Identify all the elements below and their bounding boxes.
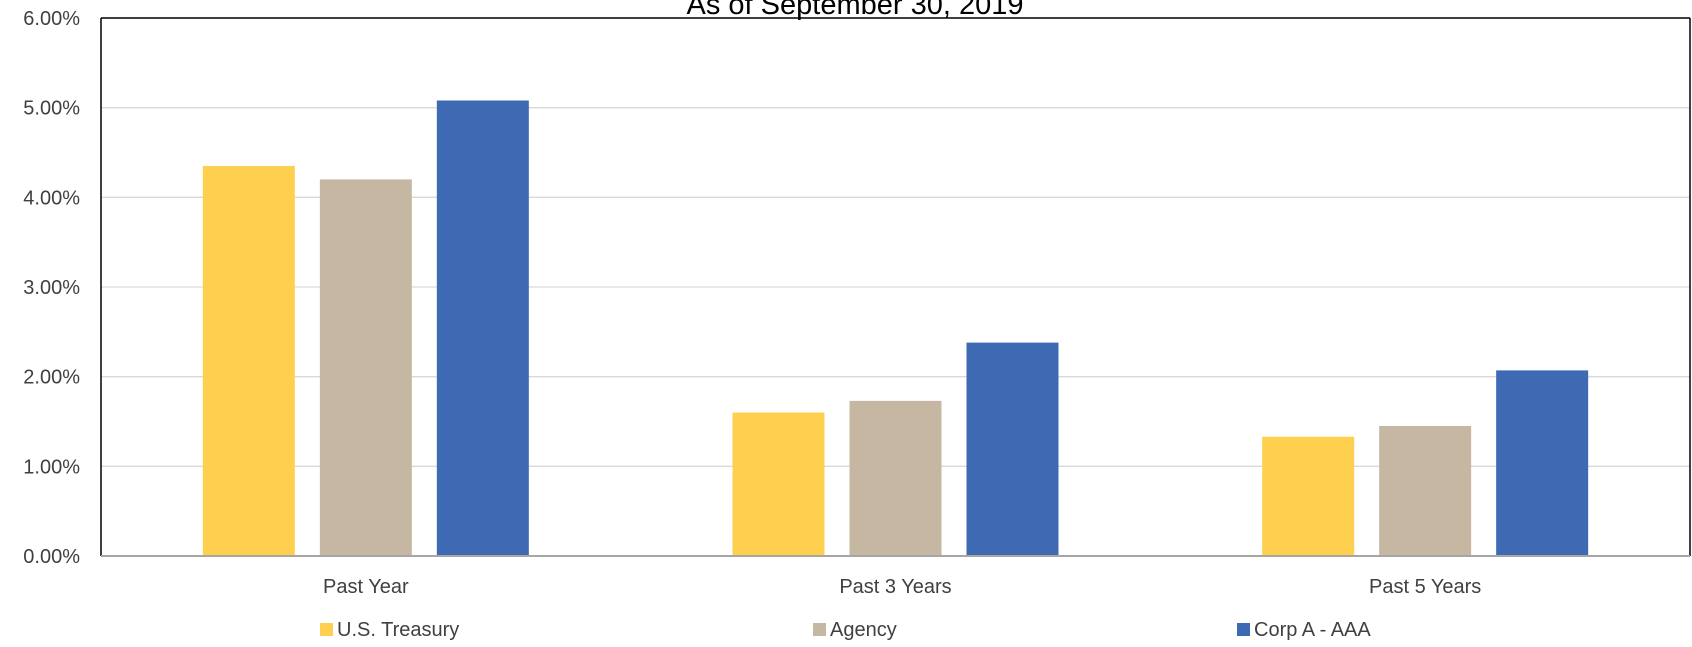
x-category-label: Past Year <box>323 576 409 598</box>
bar-agency-past-year <box>319 179 412 556</box>
bar-agency-past-5-years <box>1379 425 1472 556</box>
y-tick-label: 3.00% <box>23 277 80 299</box>
legend-label: Corp A - AAA <box>1254 619 1371 641</box>
y-tick-label: 6.00% <box>23 8 80 30</box>
y-tick-label: 4.00% <box>23 187 80 209</box>
y-tick-label: 0.00% <box>23 546 80 568</box>
y-tick-label: 5.00% <box>23 98 80 120</box>
bar-corp-a-aaa-past-5-years <box>1496 370 1589 556</box>
y-tick-label: 2.00% <box>23 367 80 389</box>
bar-u-s-treasury-past-year <box>202 165 295 556</box>
chart-title: As of September 30, 2019 <box>687 0 1024 21</box>
legend-label: U.S. Treasury <box>337 619 459 641</box>
bar-agency-past-3-years <box>849 400 942 556</box>
y-axis-tick-labels: 0.00% 1.00% 2.00% 3.00% 4.00% 5.00% 6.00% <box>23 8 80 568</box>
legend-swatch <box>320 623 333 636</box>
legend-swatch <box>1237 623 1250 636</box>
axes <box>100 17 1691 557</box>
bar-corp-a-aaa-past-year <box>436 100 529 556</box>
legend-item-u-s-treasury: U.S. Treasury <box>320 619 459 641</box>
y-tick-label: 1.00% <box>23 456 80 478</box>
x-category-label: Past 5 Years <box>1369 576 1481 598</box>
legend-swatch <box>813 623 826 636</box>
legend: U.S. Treasury Agency Corp A - AAA <box>320 619 1371 641</box>
bar-corp-a-aaa-past-3-years <box>966 342 1059 556</box>
bars <box>202 100 1589 556</box>
x-axis-category-labels: Past Year Past 3 Years Past 5 Years <box>323 576 1481 598</box>
legend-label: Agency <box>830 619 897 641</box>
bar-u-s-treasury-past-3-years <box>732 412 825 556</box>
x-category-label: Past 3 Years <box>839 576 951 598</box>
bar-u-s-treasury-past-5-years <box>1262 436 1355 556</box>
legend-item-agency: Agency <box>813 619 897 641</box>
legend-item-corp-a-aaa: Corp A - AAA <box>1237 619 1371 641</box>
